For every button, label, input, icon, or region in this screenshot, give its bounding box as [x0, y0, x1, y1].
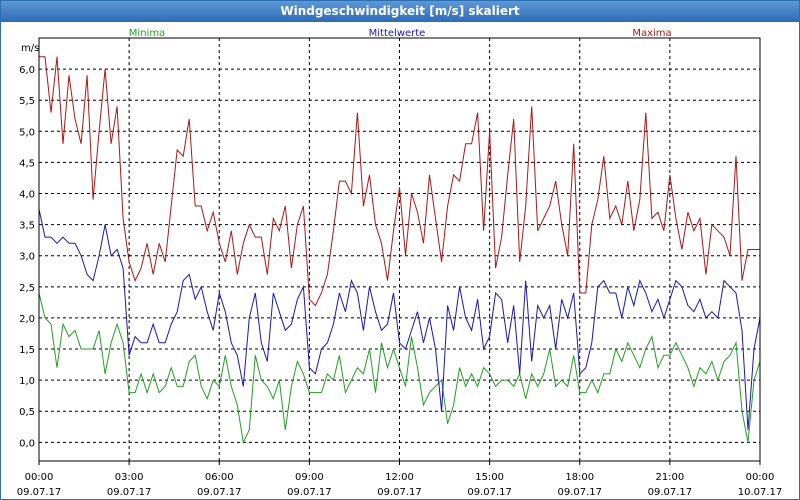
y-tick-label: 4,5	[19, 158, 35, 169]
x-tick-time-label: 12:00	[385, 472, 414, 483]
y-tick-label: 5,0	[19, 127, 35, 138]
x-tick-time-label: 03:00	[115, 472, 144, 483]
legend-entry-mittelwerte: Mittelwerte	[369, 28, 426, 39]
x-tick-time-label: 21:00	[655, 472, 684, 483]
x-tick-time-label: 18:00	[565, 472, 594, 483]
y-tick-label: 0,0	[19, 438, 35, 449]
x-tick-date-label: 09.07.17	[557, 487, 602, 498]
y-tick-label: 2,0	[19, 314, 35, 325]
x-tick-date-label: 09.07.17	[197, 487, 242, 498]
legend-entry-maxima: Maxima	[632, 28, 671, 39]
plot-area-border	[38, 37, 761, 462]
y-tick-label: 1,0	[19, 376, 35, 387]
y-tick-label: 6,0	[19, 65, 35, 76]
x-tick-time-label: 00:00	[746, 472, 775, 483]
x-tick-date-label: 09.07.17	[648, 487, 693, 498]
y-axis-label: m/s	[21, 43, 39, 54]
legend-entry-minima: Minima	[129, 28, 165, 39]
y-tick-label: 5,5	[19, 96, 35, 107]
y-tick-label: 3,0	[19, 252, 35, 263]
series-line-minima	[38, 292, 761, 444]
x-tick-time-label: 15:00	[475, 472, 504, 483]
x-tick-date-label: 09.07.17	[107, 487, 152, 498]
series-line-maxima	[39, 56, 760, 307]
x-tick-date-label: 09.07.17	[287, 487, 332, 498]
y-tick-label: 1,5	[19, 345, 35, 356]
x-tick-date-label: 09.07.17	[377, 487, 422, 498]
y-tick-label: 3,5	[19, 221, 35, 232]
y-tick-label: 0,5	[19, 407, 35, 418]
x-tick-date-label: 09.07.17	[467, 487, 512, 498]
x-tick-date-label: 09.07.17	[17, 487, 62, 498]
y-tick-label: 2,5	[19, 283, 35, 294]
x-tick-date-label: 10.07.17	[738, 487, 783, 498]
y-tick-label: 4,0	[19, 190, 35, 201]
x-tick-time-label: 00:00	[25, 472, 54, 483]
series-line-mittelwerte	[38, 208, 761, 430]
x-tick-time-label: 06:00	[205, 472, 234, 483]
x-tick-time-label: 09:00	[295, 472, 324, 483]
chart-title: Windgeschwindigkeit [m/s] skaliert	[1, 1, 799, 22]
